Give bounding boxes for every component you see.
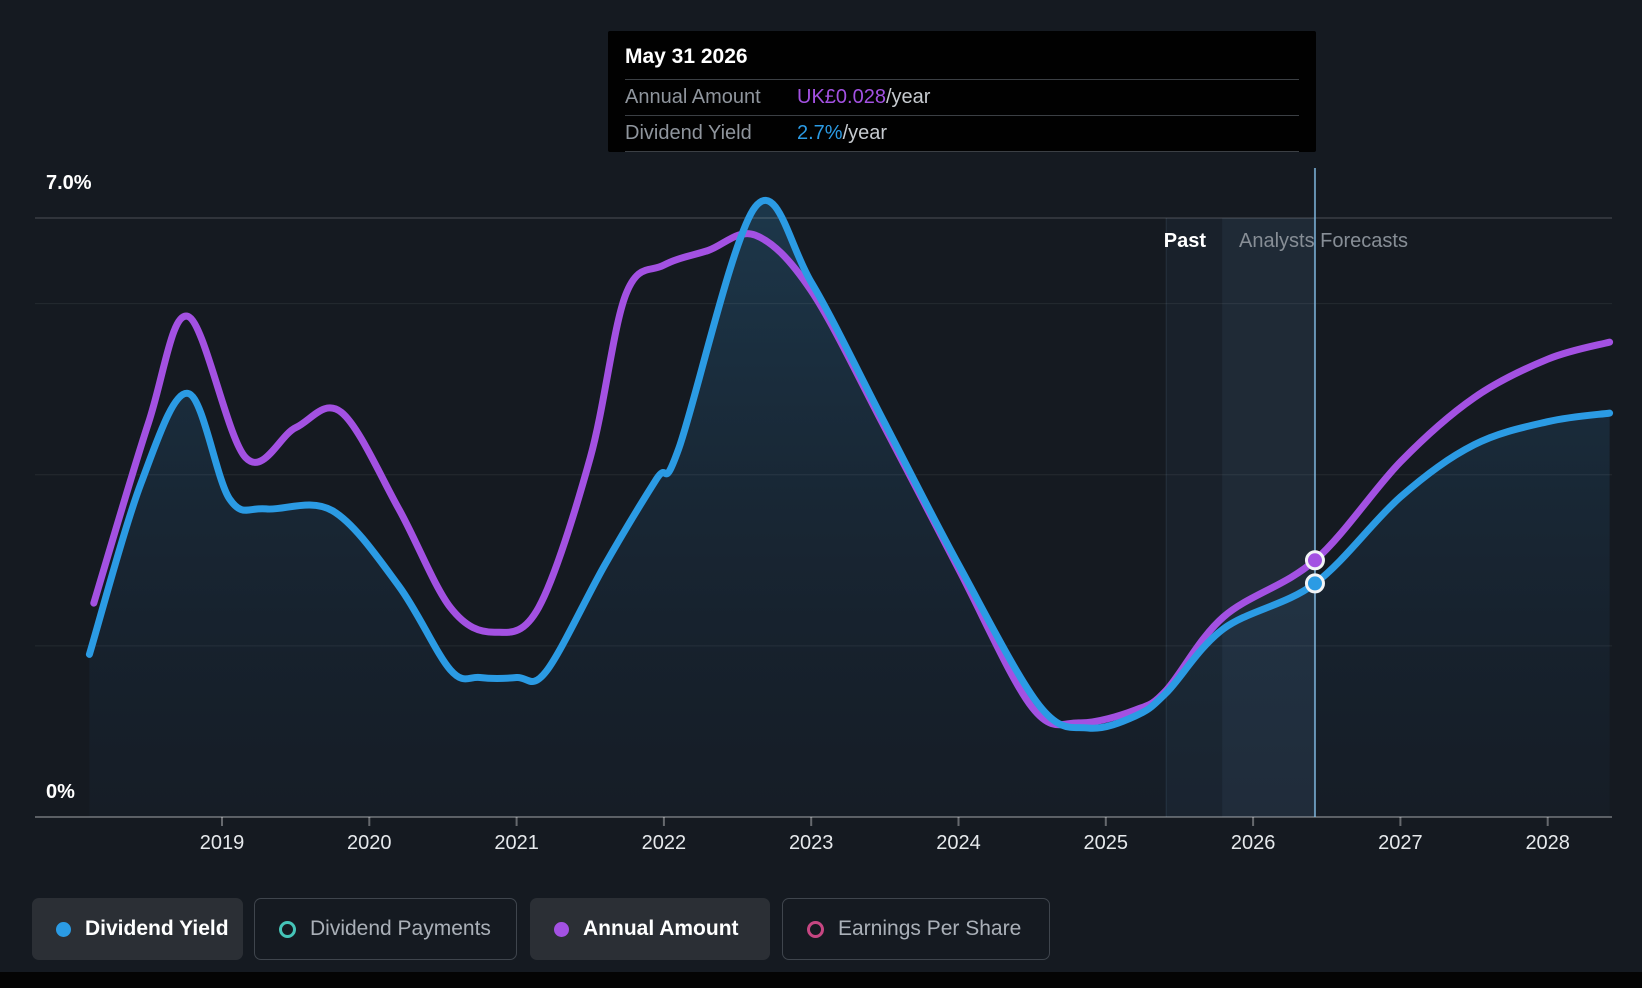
past-label: Past xyxy=(1163,230,1206,252)
tooltip-row-annual-amount: Annual Amount UK£0.028/year xyxy=(625,79,1299,115)
earnings-per-share-ring-icon xyxy=(807,920,824,938)
x-axis-label: 2020 xyxy=(347,832,392,854)
x-axis-label: 2021 xyxy=(494,832,539,854)
hover-tooltip: May 31 2026 Annual Amount UK£0.028/year … xyxy=(608,31,1316,152)
x-axis-label: 2022 xyxy=(641,832,687,854)
y-axis-label-bottom: 0% xyxy=(46,781,75,803)
tooltip-suffix: /year xyxy=(885,86,931,108)
x-axis-label: 2024 xyxy=(936,832,981,854)
legend-item-earnings-per-share[interactable]: Earnings Per Share xyxy=(782,898,1050,960)
marker-dividend-yield[interactable] xyxy=(1304,573,1325,594)
x-axis-label: 2026 xyxy=(1230,832,1276,854)
dividend-payments-ring-icon xyxy=(279,920,296,938)
tooltip-value: UK£0.028 xyxy=(797,86,886,108)
tooltip-value: 2.7% xyxy=(797,122,843,144)
annual-amount-dot-icon xyxy=(554,921,569,937)
hover-band xyxy=(1222,218,1315,818)
legend-label: Earnings Per Share xyxy=(838,917,1022,940)
tooltip-label: Annual Amount xyxy=(625,86,761,108)
x-axis-label: 2023 xyxy=(788,832,834,854)
x-axis-label: 2027 xyxy=(1378,832,1423,854)
legend-label: Dividend Yield xyxy=(85,917,229,940)
legend: Dividend Yield Dividend Payments Annual … xyxy=(0,898,1642,960)
marker-annual-amount[interactable] xyxy=(1304,550,1325,571)
recent-band xyxy=(1166,218,1223,818)
tooltip-date: May 31 2026 xyxy=(625,45,748,68)
series-dividend-yield xyxy=(85,196,1614,732)
series-annual-amount xyxy=(90,230,1614,729)
legend-label: Annual Amount xyxy=(583,917,739,940)
legend-item-annual-amount[interactable]: Annual Amount xyxy=(530,898,770,960)
x-axis-label: 2019 xyxy=(199,832,245,854)
bottom-bar xyxy=(0,972,1642,988)
dividend-yield-dot-icon xyxy=(56,921,71,937)
legend-label: Dividend Payments xyxy=(310,917,491,940)
tooltip-suffix: /year xyxy=(842,122,888,144)
y-axis-label-top: 7.0% xyxy=(46,172,92,194)
x-axis-label: 2025 xyxy=(1083,832,1129,854)
dividend-yield-area xyxy=(89,200,1610,818)
legend-item-dividend-payments[interactable]: Dividend Payments xyxy=(254,898,517,960)
forecasts-label: Analysts Forecasts xyxy=(1239,230,1408,252)
legend-item-dividend-yield[interactable]: Dividend Yield xyxy=(32,898,243,960)
tooltip-row-dividend-yield: Dividend Yield 2.7%/year xyxy=(625,115,1299,152)
x-axis-label: 2028 xyxy=(1525,832,1570,854)
tooltip-label: Dividend Yield xyxy=(625,122,752,144)
